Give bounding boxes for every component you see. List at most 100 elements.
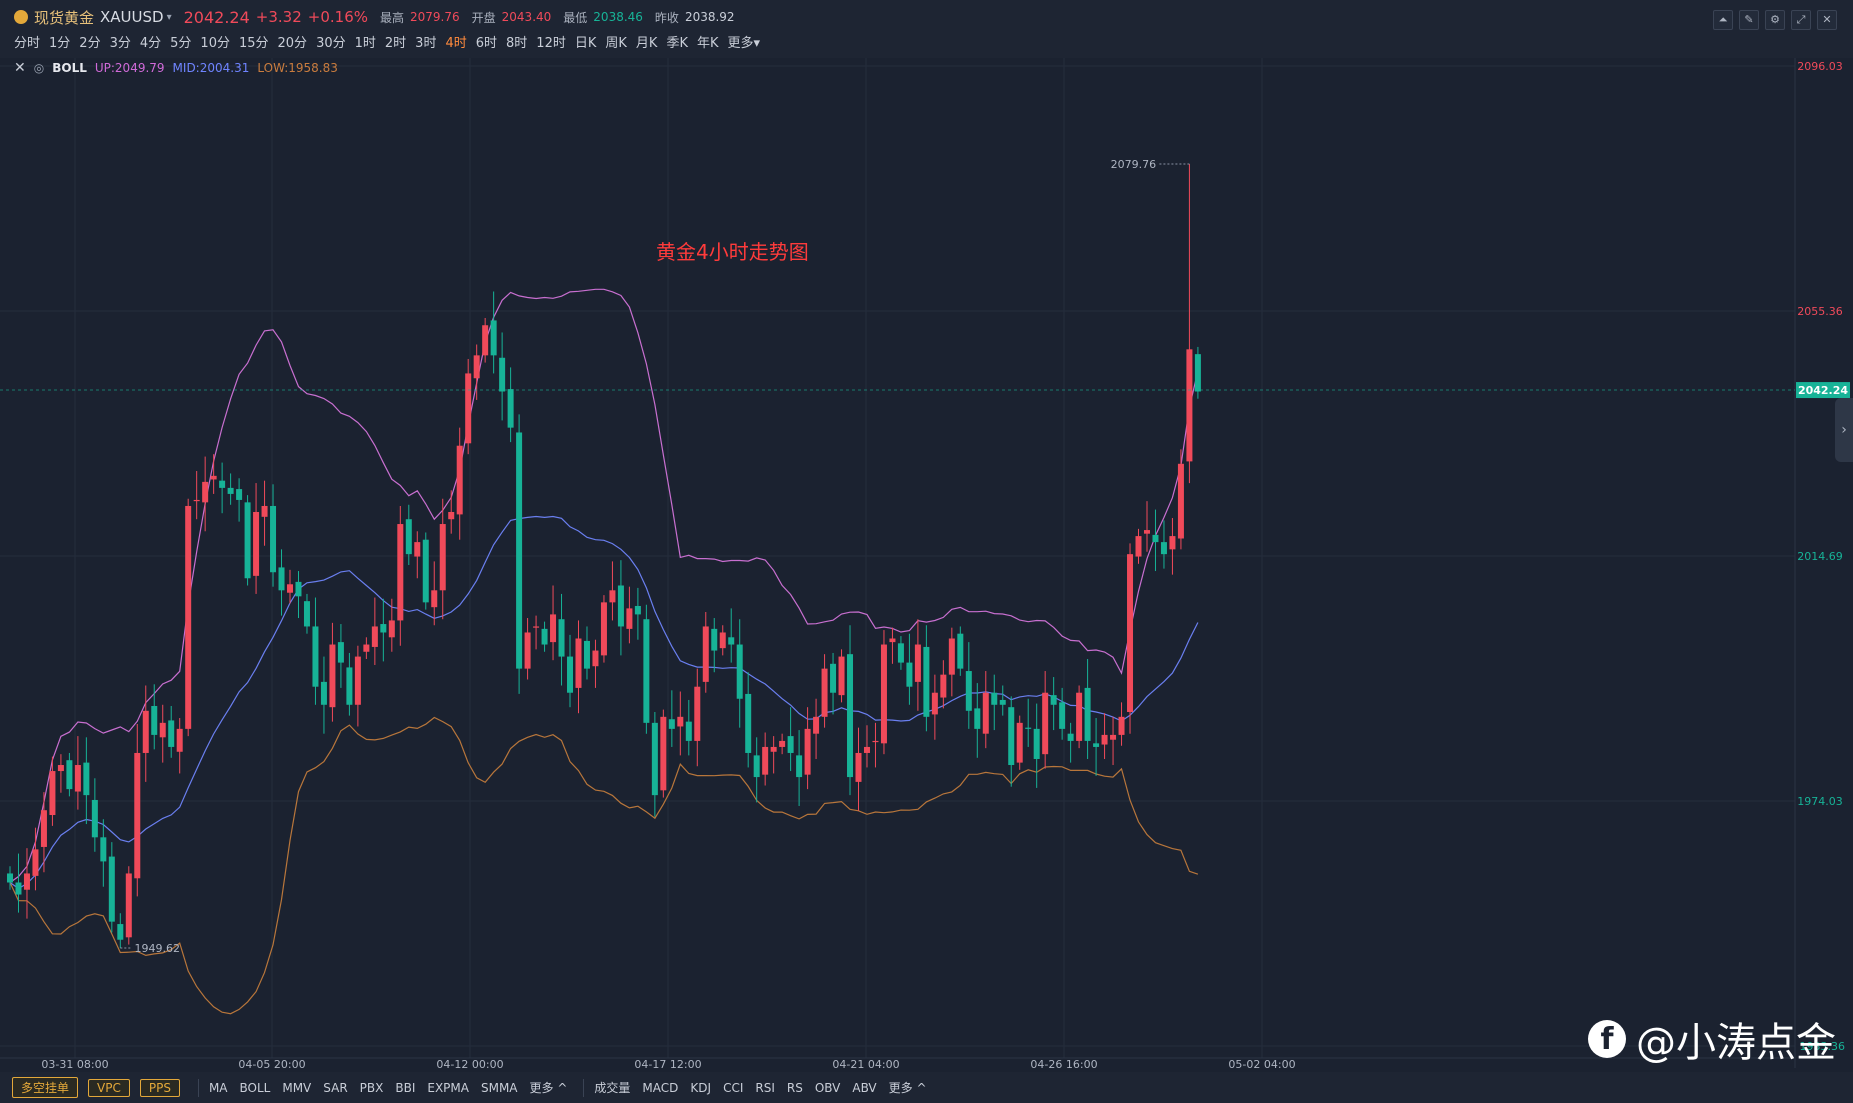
period-3[interactable]: 3分: [109, 36, 131, 51]
period-14[interactable]: 6时: [475, 36, 498, 51]
period-4[interactable]: 4分: [139, 36, 162, 51]
period-7[interactable]: 15分: [238, 36, 269, 51]
candle-body: [1059, 702, 1066, 729]
sub-indicator-7[interactable]: ABV: [852, 1080, 877, 1095]
y-tick-label: 1974.03: [1797, 795, 1843, 808]
period-18[interactable]: 周K: [605, 36, 627, 51]
candle-body: [303, 601, 310, 627]
main-indicator-7[interactable]: SMMA: [480, 1080, 518, 1095]
sub-indicator-0[interactable]: 成交量: [594, 1081, 631, 1095]
period-12[interactable]: 3时: [415, 36, 437, 51]
sub-indicator-6[interactable]: OBV: [814, 1080, 841, 1095]
min-marker-label: 1949.62: [135, 942, 181, 955]
period-17[interactable]: 日K: [574, 36, 597, 51]
period-0[interactable]: 分时: [14, 36, 41, 51]
period-11[interactable]: 2时: [384, 36, 407, 51]
period-8[interactable]: 20分: [277, 36, 308, 51]
period-6[interactable]: 10分: [200, 36, 230, 51]
candle-body: [1127, 554, 1134, 713]
period-10[interactable]: 1时: [354, 36, 376, 51]
main-indicator-2[interactable]: MMV: [282, 1080, 312, 1095]
period-22[interactable]: 更多▾: [727, 36, 761, 51]
period-15[interactable]: 8时: [506, 36, 528, 51]
main-indicator-8[interactable]: 更多 ^: [529, 1081, 568, 1095]
sub-indicator-1[interactable]: MACD: [642, 1080, 679, 1095]
candle-body: [473, 355, 480, 379]
candle-body: [567, 656, 574, 693]
candle-body: [694, 686, 701, 741]
candle-body: [762, 746, 769, 775]
candle-body: [914, 644, 921, 682]
candle-body: [855, 752, 862, 782]
period-21[interactable]: 年K: [696, 36, 719, 51]
candle-body: [287, 584, 294, 593]
period-1[interactable]: 1分: [49, 36, 71, 51]
main-indicator-4[interactable]: PBX: [359, 1080, 384, 1095]
candle-body: [677, 716, 684, 727]
divider: [197, 1078, 199, 1097]
main-indicator-3[interactable]: SAR: [323, 1080, 348, 1095]
high-label: 最高: [380, 10, 405, 25]
side-panel-toggle[interactable]: ›: [1835, 398, 1853, 462]
sub-indicator-2[interactable]: KDJ: [690, 1080, 712, 1095]
fullscreen-icon[interactable]: ⤢: [1791, 10, 1811, 30]
candle-body: [193, 499, 200, 502]
candle-body: [541, 628, 548, 645]
main-indicator-6[interactable]: EXPMA: [427, 1080, 469, 1095]
candle-body: [600, 602, 607, 656]
instrument-name[interactable]: 现货黄金: [34, 8, 95, 27]
candle-body: [439, 524, 446, 591]
candle-body: [1194, 354, 1201, 392]
chevron-down-icon[interactable]: ▾: [166, 11, 172, 23]
candle-body: [380, 624, 387, 633]
period-16[interactable]: 12时: [536, 36, 566, 51]
main-indicator-1[interactable]: BOLL: [239, 1080, 271, 1095]
tag-0[interactable]: 多空挂单: [12, 1077, 79, 1098]
tag-1[interactable]: VPC: [88, 1078, 130, 1097]
sub-indicator-5[interactable]: RS: [786, 1080, 803, 1095]
close-indicator-icon[interactable]: ✕: [14, 60, 26, 76]
candle-body: [1186, 349, 1193, 462]
x-tick-label: 04-21 04:00: [832, 1058, 899, 1068]
close-icon[interactable]: ✕: [1817, 10, 1837, 30]
period-20[interactable]: 季K: [666, 36, 688, 51]
chart-annotation: 黄金4小时走势图: [656, 240, 809, 264]
line-chart-icon[interactable]: ⏶: [1713, 10, 1733, 30]
candle-body: [533, 626, 540, 628]
boll-mid-value: MID:2004.31: [172, 61, 250, 75]
tag-2[interactable]: PPS: [139, 1078, 180, 1097]
candle-body: [405, 519, 412, 555]
candle-body: [923, 646, 930, 717]
period-5[interactable]: 5分: [170, 36, 192, 51]
period-13[interactable]: 4时: [445, 36, 467, 51]
settings-icon[interactable]: ⚙: [1765, 10, 1785, 30]
candle-body: [651, 722, 658, 796]
period-selector: 分时 1分 2分 3分 4分 5分 10分 15分 20分 30分 1时 2时 3时 4时 6时 8时 12时日…: [14, 32, 769, 51]
sub-indicator-3[interactable]: CCI: [723, 1080, 744, 1095]
x-tick-label: 04-05 20:00: [238, 1058, 305, 1068]
instrument-symbol[interactable]: XAUUSD: [100, 8, 164, 26]
period-2[interactable]: 2分: [79, 36, 101, 51]
open-value: 2043.40: [501, 10, 552, 24]
period-19[interactable]: 月K: [635, 36, 658, 51]
candle-body: [1076, 692, 1083, 741]
visibility-icon[interactable]: ◎: [33, 61, 45, 75]
candle-body: [779, 740, 786, 747]
main-indicator-5[interactable]: BBI: [395, 1080, 416, 1095]
draw-icon[interactable]: ✎: [1739, 10, 1759, 30]
sub-indicator-8[interactable]: 更多 ^: [888, 1081, 927, 1095]
boll-lower-line: [9, 716, 1199, 1015]
period-9[interactable]: 30分: [316, 36, 346, 51]
candlestick-chart[interactable]: 2079.76 1949.62 2096.03 2055.36 2014.69 1974.…: [0, 58, 1853, 1068]
main-indicator-0[interactable]: MA: [208, 1080, 228, 1095]
low-label: 最低: [563, 10, 588, 25]
candle-body: [957, 633, 964, 669]
candle-body: [821, 668, 828, 717]
facebook-icon: f: [1588, 1020, 1626, 1058]
sub-indicator-4[interactable]: RSI: [755, 1080, 775, 1095]
candle-body: [948, 638, 955, 675]
x-tick-label: 05-02 04:00: [1228, 1058, 1295, 1068]
header-bar: 现货黄金 XAUUSD ▾ 2042.24 +3.32 +0.16% 最高 20…: [0, 0, 1853, 58]
divider: [583, 1078, 585, 1097]
candle-body: [295, 581, 302, 597]
